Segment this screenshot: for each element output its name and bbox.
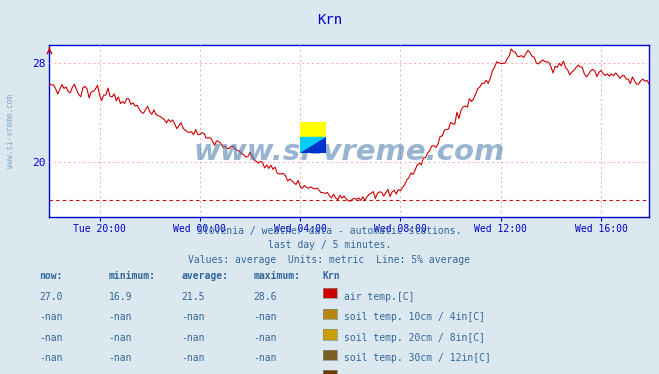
- Text: minimum:: minimum:: [109, 271, 156, 281]
- Text: 16.9: 16.9: [109, 292, 132, 302]
- Text: soil temp. 20cm / 8in[C]: soil temp. 20cm / 8in[C]: [344, 333, 485, 343]
- Text: -nan: -nan: [254, 312, 277, 322]
- Text: -nan: -nan: [254, 353, 277, 364]
- Text: soil temp. 30cm / 12in[C]: soil temp. 30cm / 12in[C]: [344, 353, 491, 364]
- Text: -nan: -nan: [40, 333, 63, 343]
- Text: -nan: -nan: [109, 353, 132, 364]
- Text: 21.5: 21.5: [181, 292, 205, 302]
- Text: air temp.[C]: air temp.[C]: [344, 292, 415, 302]
- Text: soil temp. 10cm / 4in[C]: soil temp. 10cm / 4in[C]: [344, 312, 485, 322]
- Text: www.si-vreme.com: www.si-vreme.com: [6, 94, 15, 168]
- Text: -nan: -nan: [109, 312, 132, 322]
- Text: -nan: -nan: [181, 353, 205, 364]
- Text: -nan: -nan: [109, 333, 132, 343]
- Text: last day / 5 minutes.: last day / 5 minutes.: [268, 240, 391, 251]
- Text: Values: average  Units: metric  Line: 5% average: Values: average Units: metric Line: 5% a…: [188, 255, 471, 265]
- Polygon shape: [300, 138, 326, 153]
- Text: -nan: -nan: [181, 333, 205, 343]
- Text: Krn: Krn: [323, 271, 341, 281]
- Text: Krn: Krn: [317, 13, 342, 27]
- Text: -nan: -nan: [40, 353, 63, 364]
- Text: 28.6: 28.6: [254, 292, 277, 302]
- Polygon shape: [300, 138, 326, 153]
- Text: maximum:: maximum:: [254, 271, 301, 281]
- Text: www.si-vreme.com: www.si-vreme.com: [194, 138, 505, 166]
- Text: Slovenia / weather data - automatic stations.: Slovenia / weather data - automatic stat…: [197, 226, 462, 236]
- Text: now:: now:: [40, 271, 63, 281]
- Text: average:: average:: [181, 271, 228, 281]
- Polygon shape: [300, 122, 326, 138]
- Text: -nan: -nan: [181, 312, 205, 322]
- Text: -nan: -nan: [40, 312, 63, 322]
- Text: -nan: -nan: [254, 333, 277, 343]
- Text: 27.0: 27.0: [40, 292, 63, 302]
